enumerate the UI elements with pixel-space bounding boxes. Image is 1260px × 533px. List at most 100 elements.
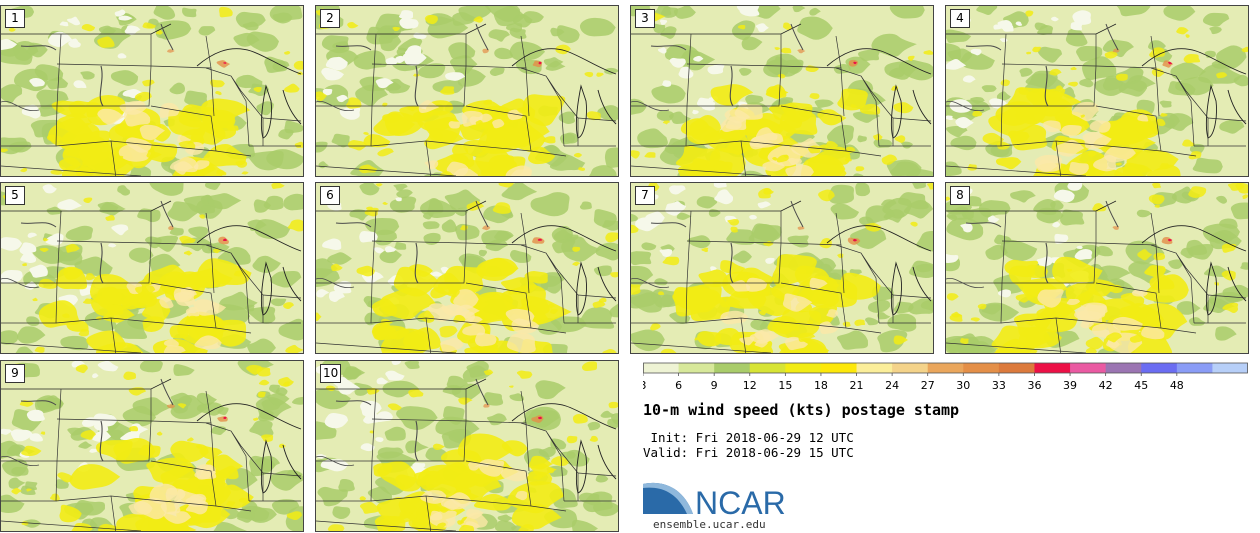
wind-field-patch — [316, 91, 327, 102]
wind-field-patch — [842, 321, 851, 327]
wind-field-patch — [758, 290, 769, 296]
lake-michigan-shore — [575, 84, 587, 139]
wind-field-patch — [142, 316, 165, 332]
wind-field-patch — [65, 225, 94, 242]
wind-field-patch — [483, 369, 494, 376]
wind-field-patch — [399, 17, 419, 29]
colorbar-swatch — [749, 363, 786, 373]
wind-field-patch — [809, 7, 821, 16]
state-border — [316, 294, 617, 353]
wind-field-patch — [111, 224, 129, 236]
wind-field-patch — [596, 72, 604, 77]
wind-field-patch — [393, 183, 408, 191]
state-border — [946, 117, 1247, 176]
member-number: 2 — [320, 9, 340, 28]
wind-field-patch — [1052, 221, 1061, 228]
wind-field-patch — [128, 247, 154, 263]
wind-field-patch — [129, 425, 138, 432]
wind-field-patch — [233, 32, 260, 47]
wind-field-patch — [558, 111, 576, 125]
wind-field-patch — [275, 387, 288, 396]
wind-field-patch — [429, 127, 443, 141]
wind-field-patch — [522, 11, 544, 24]
wind-field-patch — [117, 53, 127, 59]
wind-field-patch — [709, 147, 746, 176]
wind-field-patch — [1050, 200, 1064, 211]
river — [631, 100, 670, 112]
wind-field-patch — [411, 498, 420, 504]
wind-field-patch — [316, 258, 338, 279]
wind-field-patch — [1151, 68, 1165, 77]
wind-field-patch — [586, 111, 601, 121]
wind-field-patch — [261, 434, 274, 442]
wind-field-patch — [1188, 186, 1207, 198]
wind-field-patch — [644, 152, 656, 158]
wind-field-patch — [324, 412, 349, 429]
wind-field-patch — [1037, 289, 1064, 308]
wind-field-patch — [877, 312, 891, 320]
colorbar-tick-label: 18 — [814, 379, 828, 392]
wind-field-patch — [987, 215, 1000, 223]
wind-field-patch — [962, 75, 976, 83]
wind-field-patch — [659, 19, 668, 25]
lake-superior-shore — [1141, 48, 1247, 75]
state-border — [425, 212, 530, 353]
wind-field-patch — [579, 306, 615, 329]
wind-field-patch — [316, 312, 322, 322]
wind-field-patch — [923, 50, 933, 55]
wind-field-patch — [501, 183, 538, 201]
wind-field-patch — [134, 91, 152, 102]
wind-field-patch — [1209, 26, 1222, 35]
wind-field-patch — [853, 173, 864, 176]
wind-field-patch — [154, 20, 192, 40]
wind-field-patch — [693, 55, 704, 62]
wind-field-patch — [710, 84, 754, 106]
wind-field-patch — [867, 299, 891, 313]
wind-field-patch — [1037, 25, 1054, 36]
wind-field-patch — [1115, 73, 1128, 81]
wind-field-patch — [11, 487, 22, 495]
wind-field-patch — [1115, 162, 1122, 166]
wind-field-patch — [1112, 226, 1120, 230]
wind-field-patch — [40, 431, 46, 435]
wind-field-patch — [478, 459, 505, 477]
wind-field-patch — [395, 197, 402, 202]
wind-field-patch — [1069, 161, 1089, 175]
wind-field-patch — [1, 237, 23, 251]
wind-field-patch — [473, 16, 484, 23]
wind-field-patch — [600, 410, 615, 418]
wind-field-patch — [668, 111, 691, 125]
wind-field-patch — [509, 393, 525, 402]
wind-field-patch — [1116, 6, 1151, 17]
wind-field-patch — [762, 160, 785, 172]
lake-huron-shore — [597, 444, 617, 480]
state-border — [631, 117, 932, 176]
wind-field-patch — [321, 67, 344, 81]
colorbar-swatch — [927, 363, 964, 373]
wind-field-patch — [780, 47, 792, 54]
wind-field-patch — [180, 286, 195, 296]
colorbar-tick-label: 21 — [850, 379, 864, 392]
lake-michigan-shore — [1205, 84, 1217, 139]
colorbar-tick-label: 3 — [643, 379, 647, 392]
wind-field-patch — [213, 521, 247, 531]
wind-field-patch — [142, 22, 157, 29]
wind-field-patch — [482, 48, 489, 54]
wind-field-patch — [39, 247, 49, 253]
wind-field-patch — [418, 99, 440, 113]
wind-field-patch — [654, 278, 668, 286]
lake-superior-shore — [196, 48, 302, 75]
wind-field-patch — [732, 250, 752, 264]
colorbar-swatch — [998, 363, 1035, 373]
wind-field-patch — [651, 84, 686, 104]
wind-field-patch — [359, 501, 382, 514]
wind-field-patch — [418, 63, 446, 79]
wind-field-patch — [9, 141, 32, 153]
wind-field-patch — [439, 325, 458, 338]
state-border — [316, 117, 617, 176]
wind-field-patch — [763, 58, 789, 78]
wind-field-patch — [694, 337, 700, 341]
wind-field-patch — [1034, 154, 1062, 172]
wind-field-patch — [697, 331, 721, 347]
wind-field-patch — [955, 116, 974, 129]
